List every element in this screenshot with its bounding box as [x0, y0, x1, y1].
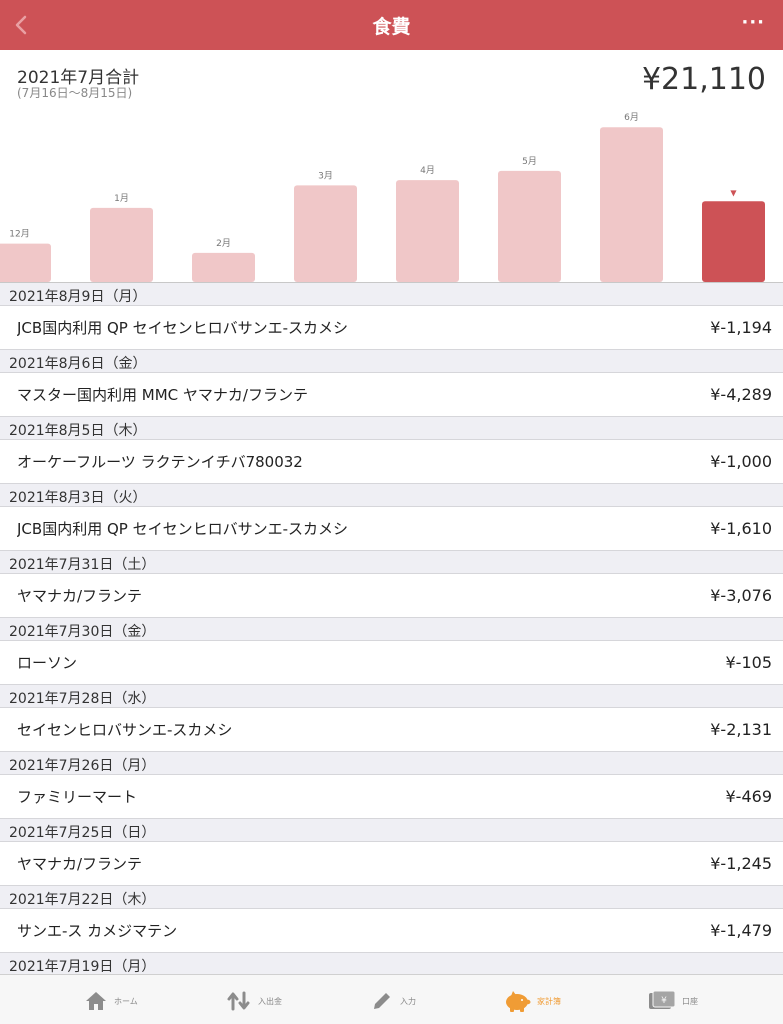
tab-home[interactable]: ホーム	[84, 987, 138, 1015]
transfer-arrows-icon	[227, 991, 250, 1011]
date-header: 2021年8月6日（金）	[0, 350, 783, 373]
chart-month-label: 4月	[420, 165, 435, 176]
tab-label-home: ホーム	[114, 996, 138, 1006]
tab-accounts[interactable]: ¥ 口座	[648, 987, 698, 1015]
transaction-name: JCB国内利用 QP セイセンヒロバサンエ-スカメシ	[17, 319, 348, 337]
transaction-amount: ¥-469	[725, 787, 773, 806]
monthly-spending-chart: 12月 1月 2月 3月 4月 5月 6月 ▼	[0, 112, 765, 282]
transaction-name: ヤマナカ/フランテ	[17, 855, 143, 873]
transaction-name: サンエ-ス カメジマテン	[17, 922, 178, 940]
transaction-row[interactable]: JCB国内利用 QP セイセンヒロバサンエ-スカメシ ¥-1,194	[0, 306, 783, 350]
transaction-row[interactable]: オーケーフルーツ ラクテンイチバ780032 ¥-1,000	[0, 440, 783, 484]
chart-month-label: 1月	[114, 193, 129, 204]
date-header: 2021年7月31日（土）	[0, 551, 783, 574]
date-header: 2021年8月9日（月）	[0, 283, 783, 306]
transaction-amount: ¥-1,610	[710, 519, 772, 538]
transaction-name: ファミリーマート	[17, 788, 138, 806]
tab-label-household-budget: 家計簿	[537, 996, 561, 1006]
chart-bar-1[interactable]	[90, 207, 153, 282]
chart-month-label: 12月	[9, 229, 29, 240]
date-header: 2021年7月26日（月）	[0, 752, 783, 775]
date-header: 2021年7月30日（金）	[0, 618, 783, 641]
chart-month-label: 3月	[318, 170, 333, 181]
transaction-row[interactable]: JCB国内利用 QP セイセンヒロバサンエ-スカメシ ¥-1,610	[0, 507, 783, 551]
chart-bar-4[interactable]	[396, 180, 459, 282]
transaction-row[interactable]: ローソン ¥-105	[0, 641, 783, 685]
piggy-bank-icon	[506, 991, 531, 1012]
transaction-row[interactable]: ヤマナカ/フランテ ¥-1,245	[0, 842, 783, 886]
chart-month-label: 5月	[522, 156, 537, 167]
chart-month-label: 2月	[216, 238, 231, 249]
chart-bar-5[interactable]	[498, 170, 561, 282]
chevron-left-icon	[15, 15, 27, 35]
summary-title: 2021年7月合計	[17, 68, 140, 88]
tab-household-budget[interactable]: 家計簿	[503, 987, 561, 1015]
transaction-amount: ¥-1,000	[710, 452, 772, 471]
transaction-name: マスター国内利用 MMC ヤマナカ/フランテ	[17, 386, 308, 404]
chart-bar-0[interactable]	[0, 243, 51, 282]
chart-bar-3[interactable]	[294, 185, 357, 282]
transaction-row[interactable]: セイセンヒロバサンエ-スカメシ ¥-2,131	[0, 708, 783, 752]
tab-label-input: 入力	[400, 996, 416, 1006]
tab-transactions[interactable]: 入出金	[226, 987, 282, 1015]
date-header: 2021年7月22日（木）	[0, 886, 783, 909]
transaction-amount: ¥-4,289	[710, 385, 772, 404]
more-options-button[interactable]: ···	[741, 12, 765, 33]
date-header: 2021年7月28日（水）	[0, 685, 783, 708]
current-month-marker: ▼	[730, 188, 737, 197]
date-header: 2021年7月19日（月）	[0, 953, 783, 974]
date-header: 2021年8月5日（木）	[0, 417, 783, 440]
transaction-name: ヤマナカ/フランテ	[17, 587, 143, 605]
navigation-bar: 食費 ···	[0, 0, 783, 50]
transaction-name: ローソン	[17, 654, 78, 672]
transaction-amount: ¥-1,194	[710, 318, 772, 337]
tab-label-transactions: 入出金	[258, 996, 282, 1006]
chart-month-label: 6月	[624, 112, 639, 123]
tab-bar: ホーム 入出金 入力 家計簿 ¥ 口座	[0, 974, 783, 1024]
transaction-name: セイセンヒロバサンエ-スカメシ	[17, 721, 233, 739]
summary-date-range: (7月16日〜8月15日)	[17, 86, 133, 100]
transaction-row[interactable]: サンエ-ス カメジマテン ¥-1,479	[0, 909, 783, 953]
chart-bar-6[interactable]	[600, 127, 663, 282]
summary-total-amount: ¥21,110	[641, 62, 766, 97]
date-header: 2021年7月25日（日）	[0, 819, 783, 842]
transaction-name: オーケーフルーツ ラクテンイチバ780032	[17, 453, 303, 471]
transaction-row[interactable]: ヤマナカ/フランテ ¥-3,076	[0, 574, 783, 618]
wallet-icon: ¥	[649, 990, 676, 1009]
date-header: 2021年8月3日（火）	[0, 484, 783, 507]
svg-text:¥: ¥	[661, 996, 667, 1006]
transaction-amount: ¥-1,479	[710, 921, 772, 940]
chart-bar-2[interactable]	[192, 252, 255, 282]
transaction-name: JCB国内利用 QP セイセンヒロバサンエ-スカメシ	[17, 520, 348, 538]
tab-label-accounts: 口座	[682, 996, 698, 1006]
chart-baseline	[0, 282, 783, 283]
transaction-amount: ¥-2,131	[710, 720, 772, 739]
transaction-amount: ¥-3,076	[710, 586, 772, 605]
back-button[interactable]	[6, 8, 40, 42]
transaction-amount: ¥-1,245	[710, 854, 772, 873]
pencil-icon	[374, 993, 390, 1009]
transaction-amount: ¥-105	[725, 653, 773, 672]
tab-input[interactable]: 入力	[370, 987, 416, 1015]
transaction-row[interactable]: マスター国内利用 MMC ヤマナカ/フランテ ¥-4,289	[0, 373, 783, 417]
home-icon	[86, 992, 106, 1010]
transaction-list[interactable]: 2021年8月9日（月） JCB国内利用 QP セイセンヒロバサンエ-スカメシ ¥-…	[0, 283, 783, 974]
page-title: 食費	[372, 16, 411, 38]
transaction-row[interactable]: ファミリーマート ¥-469	[0, 775, 783, 819]
chart-bar-7[interactable]	[702, 201, 765, 282]
